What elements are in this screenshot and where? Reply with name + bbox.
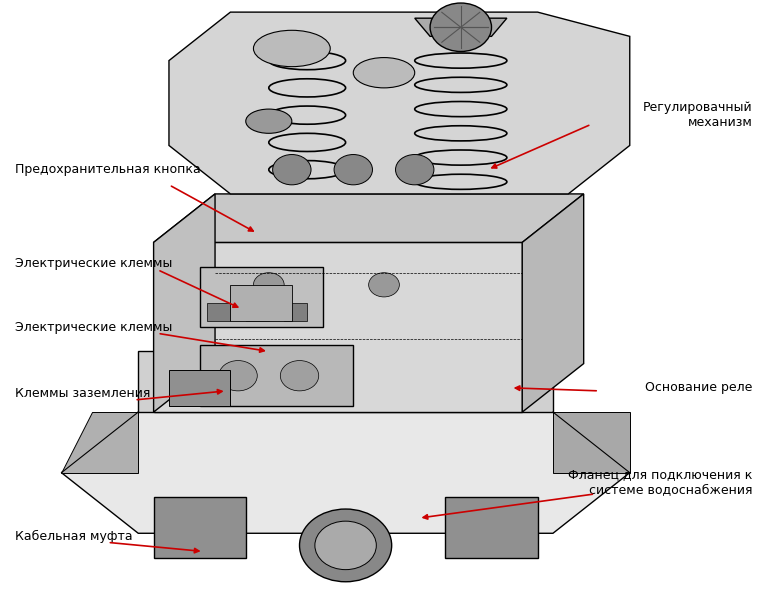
- Bar: [200, 267, 323, 327]
- Ellipse shape: [246, 109, 292, 133]
- Circle shape: [430, 3, 492, 52]
- Polygon shape: [154, 194, 584, 242]
- Text: Клеммы заземления: Клеммы заземления: [15, 387, 151, 401]
- Polygon shape: [415, 18, 507, 36]
- Circle shape: [315, 521, 376, 570]
- Text: Кабельная муфта: Кабельная муфта: [15, 530, 133, 543]
- Text: Регулировачный
механизм: Регулировачный механизм: [643, 101, 753, 129]
- Polygon shape: [169, 12, 630, 194]
- Circle shape: [219, 361, 257, 391]
- Bar: [284, 303, 307, 321]
- Polygon shape: [61, 412, 138, 473]
- Circle shape: [369, 273, 399, 297]
- Text: Электрические клеммы: Электрические клеммы: [15, 257, 173, 270]
- Polygon shape: [553, 412, 630, 473]
- Text: Основание реле: Основание реле: [645, 381, 753, 395]
- Circle shape: [334, 155, 372, 185]
- Polygon shape: [154, 497, 246, 558]
- Circle shape: [280, 361, 319, 391]
- Circle shape: [253, 273, 284, 297]
- Polygon shape: [138, 351, 553, 412]
- Text: Фланец для подключения к
системе водоснабжения: Фланец для подключения к системе водосна…: [568, 468, 753, 496]
- Polygon shape: [522, 194, 584, 412]
- Polygon shape: [154, 194, 215, 412]
- Text: Электрические клеммы: Электрические клеммы: [15, 321, 173, 334]
- Circle shape: [300, 509, 392, 582]
- Bar: [246, 303, 269, 321]
- Ellipse shape: [253, 30, 330, 67]
- Bar: [200, 345, 353, 406]
- Polygon shape: [445, 497, 538, 558]
- Text: Предохранительная кнопка: Предохранительная кнопка: [15, 163, 201, 176]
- Bar: [207, 303, 230, 321]
- Circle shape: [273, 155, 311, 185]
- Bar: [230, 285, 292, 321]
- Ellipse shape: [353, 58, 415, 88]
- Circle shape: [396, 155, 434, 185]
- Polygon shape: [154, 242, 522, 412]
- Bar: [169, 370, 230, 406]
- Polygon shape: [61, 412, 630, 533]
